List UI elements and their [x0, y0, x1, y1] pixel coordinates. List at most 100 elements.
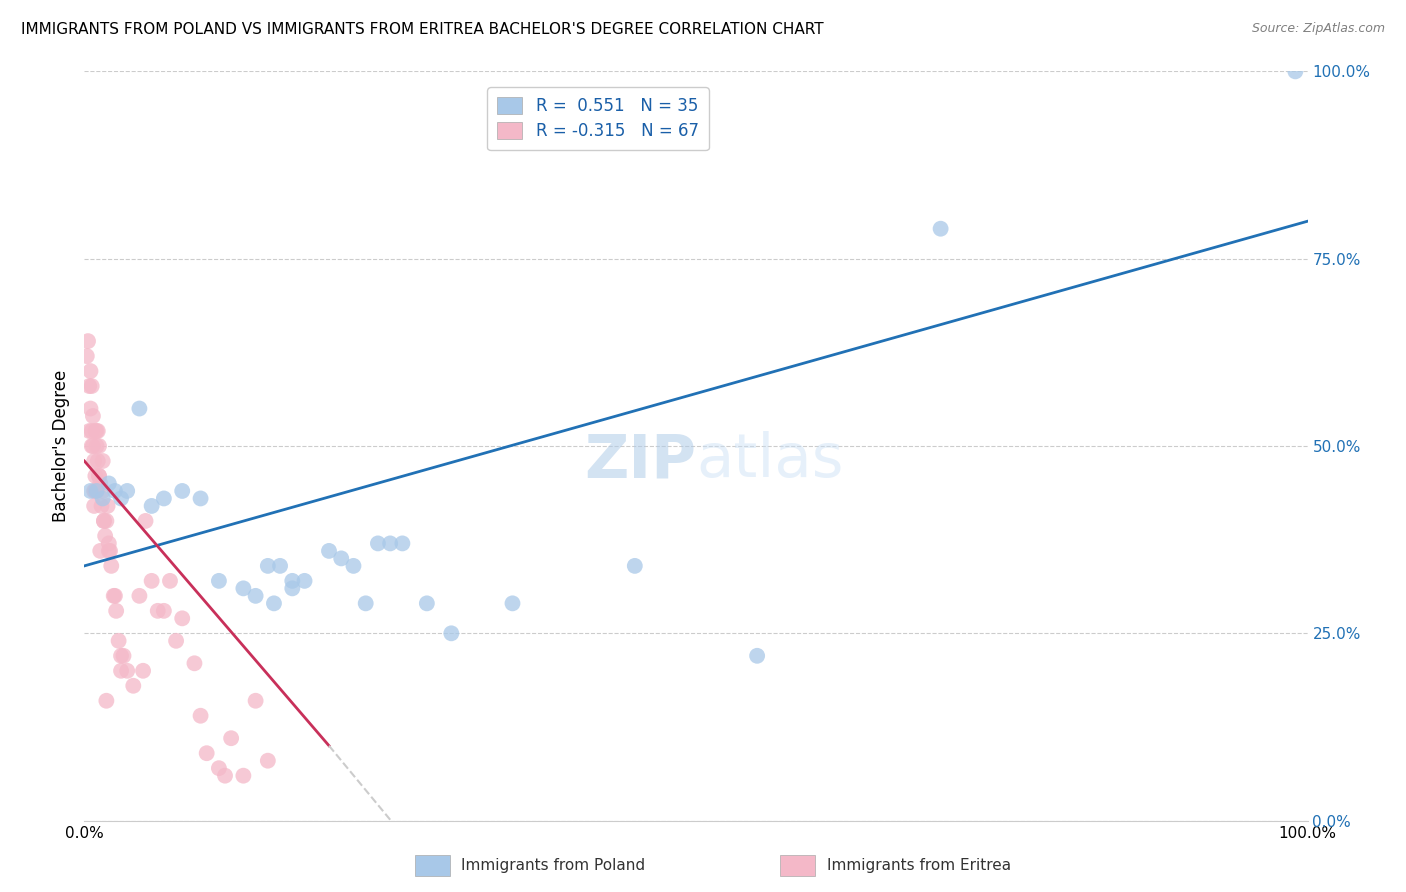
Point [97, 476, 120, 491]
Point [83, 454, 105, 468]
Point [79, 401, 101, 416]
Point [342, 558, 364, 573]
Point [87, 469, 110, 483]
Point [84, 469, 107, 483]
Point [330, 551, 353, 566]
Point [269, 558, 291, 573]
Point [96, 694, 118, 708]
Point [98, 544, 121, 558]
Point [416, 596, 439, 610]
Point [84, 483, 107, 498]
Point [115, 483, 138, 498]
Point [115, 664, 138, 678]
Point [104, 589, 127, 603]
Point [82, 409, 104, 423]
Point [141, 499, 163, 513]
Point [93, 514, 115, 528]
Point [104, 483, 127, 498]
Point [502, 596, 524, 610]
Point [97, 499, 120, 513]
Point [80, 439, 103, 453]
Point [87, 424, 110, 438]
Point [135, 514, 157, 528]
Point [91, 483, 114, 498]
Point [105, 604, 128, 618]
Point [77, 424, 100, 438]
Point [110, 648, 132, 663]
Text: Immigrants from Poland: Immigrants from Poland [461, 858, 645, 872]
Point [1284, 64, 1306, 78]
Point [103, 589, 125, 603]
Point [80, 424, 103, 438]
Point [747, 648, 769, 663]
Point [90, 499, 112, 513]
Point [132, 664, 155, 678]
Point [79, 483, 101, 498]
Point [79, 364, 101, 378]
Point [318, 544, 340, 558]
Point [86, 439, 108, 453]
Text: atlas: atlas [696, 432, 844, 491]
Point [83, 483, 105, 498]
Point [112, 648, 135, 663]
Point [263, 596, 285, 610]
Point [245, 694, 267, 708]
Point [86, 483, 108, 498]
Point [77, 334, 100, 348]
Point [190, 491, 212, 506]
Text: Immigrants from Eritrea: Immigrants from Eritrea [827, 858, 1011, 872]
Point [86, 483, 108, 498]
Point [367, 536, 389, 550]
Point [141, 574, 163, 588]
Point [83, 499, 105, 513]
Point [94, 529, 117, 543]
Point [76, 349, 98, 363]
Point [257, 558, 280, 573]
Point [86, 424, 108, 438]
Point [87, 469, 110, 483]
Point [82, 439, 104, 453]
Point [107, 633, 129, 648]
Point [208, 574, 231, 588]
Point [110, 491, 132, 506]
Point [96, 514, 118, 528]
Point [100, 558, 122, 573]
Point [91, 491, 114, 506]
Point [391, 536, 413, 550]
Point [172, 611, 194, 625]
Point [929, 221, 952, 235]
Point [245, 589, 267, 603]
FancyBboxPatch shape [415, 855, 450, 876]
Point [128, 589, 150, 603]
Point [190, 708, 212, 723]
Point [294, 574, 316, 588]
Point [195, 746, 218, 760]
Point [93, 514, 115, 528]
Point [281, 582, 304, 596]
Point [232, 769, 254, 783]
Text: Source: ZipAtlas.com: Source: ZipAtlas.com [1251, 22, 1385, 36]
Point [153, 604, 176, 618]
Point [87, 454, 110, 468]
Point [159, 574, 181, 588]
Point [183, 657, 205, 671]
Point [219, 731, 242, 746]
Point [208, 761, 231, 775]
Point [281, 574, 304, 588]
Point [91, 454, 114, 468]
Point [380, 536, 402, 550]
Y-axis label: Bachelor's Degree: Bachelor's Degree [52, 370, 70, 522]
Point [97, 544, 120, 558]
Point [89, 544, 111, 558]
Point [257, 754, 280, 768]
Point [89, 476, 111, 491]
Point [146, 604, 169, 618]
Point [84, 424, 107, 438]
Point [440, 626, 463, 640]
Point [153, 491, 176, 506]
Point [624, 558, 647, 573]
Point [232, 582, 254, 596]
Point [165, 633, 187, 648]
Point [110, 664, 132, 678]
Point [77, 379, 100, 393]
